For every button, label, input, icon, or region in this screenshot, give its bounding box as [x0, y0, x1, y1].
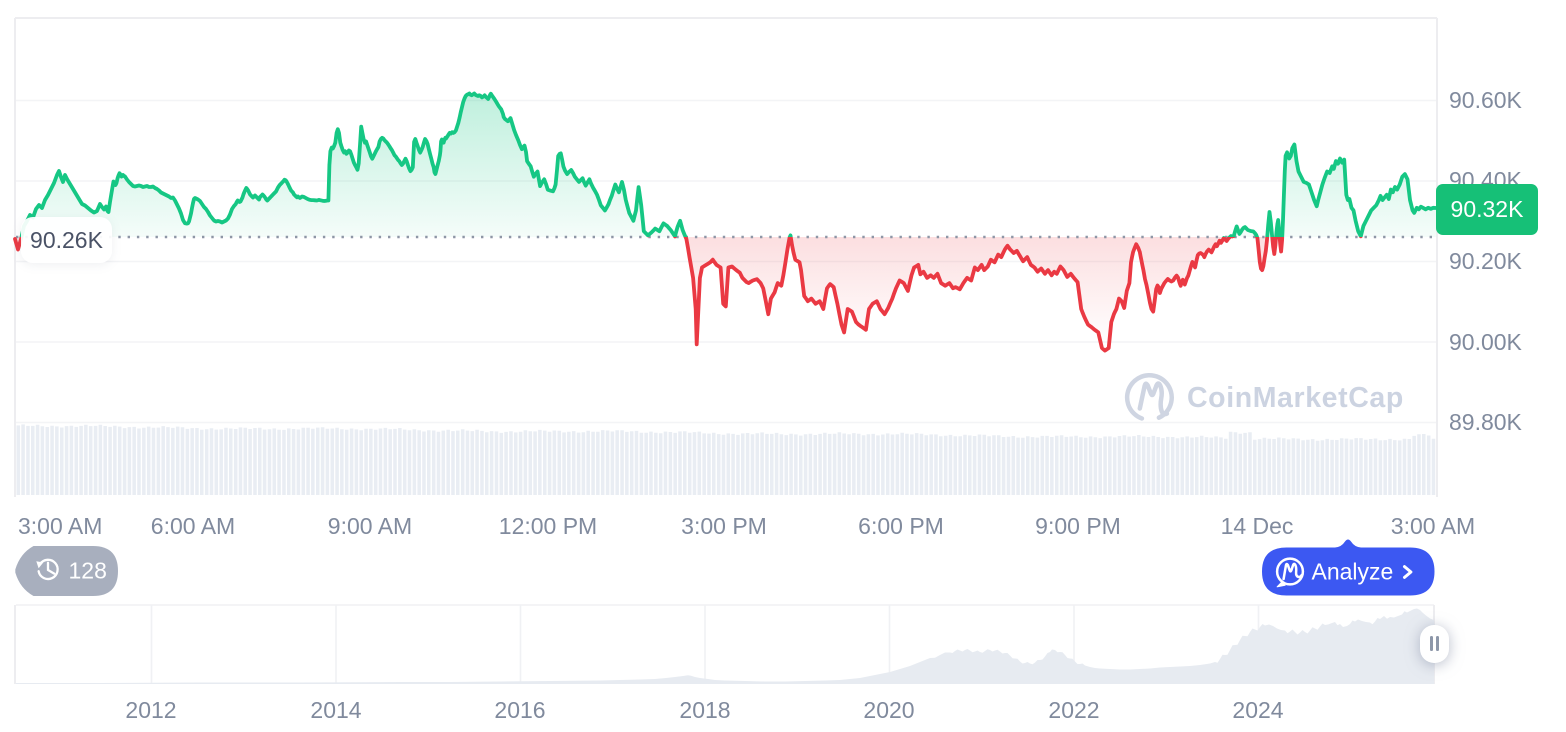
svg-text:CoinMarketCap: CoinMarketCap	[1187, 382, 1404, 414]
svg-text:128: 128	[69, 558, 107, 584]
svg-text:Analyze: Analyze	[1312, 559, 1394, 585]
